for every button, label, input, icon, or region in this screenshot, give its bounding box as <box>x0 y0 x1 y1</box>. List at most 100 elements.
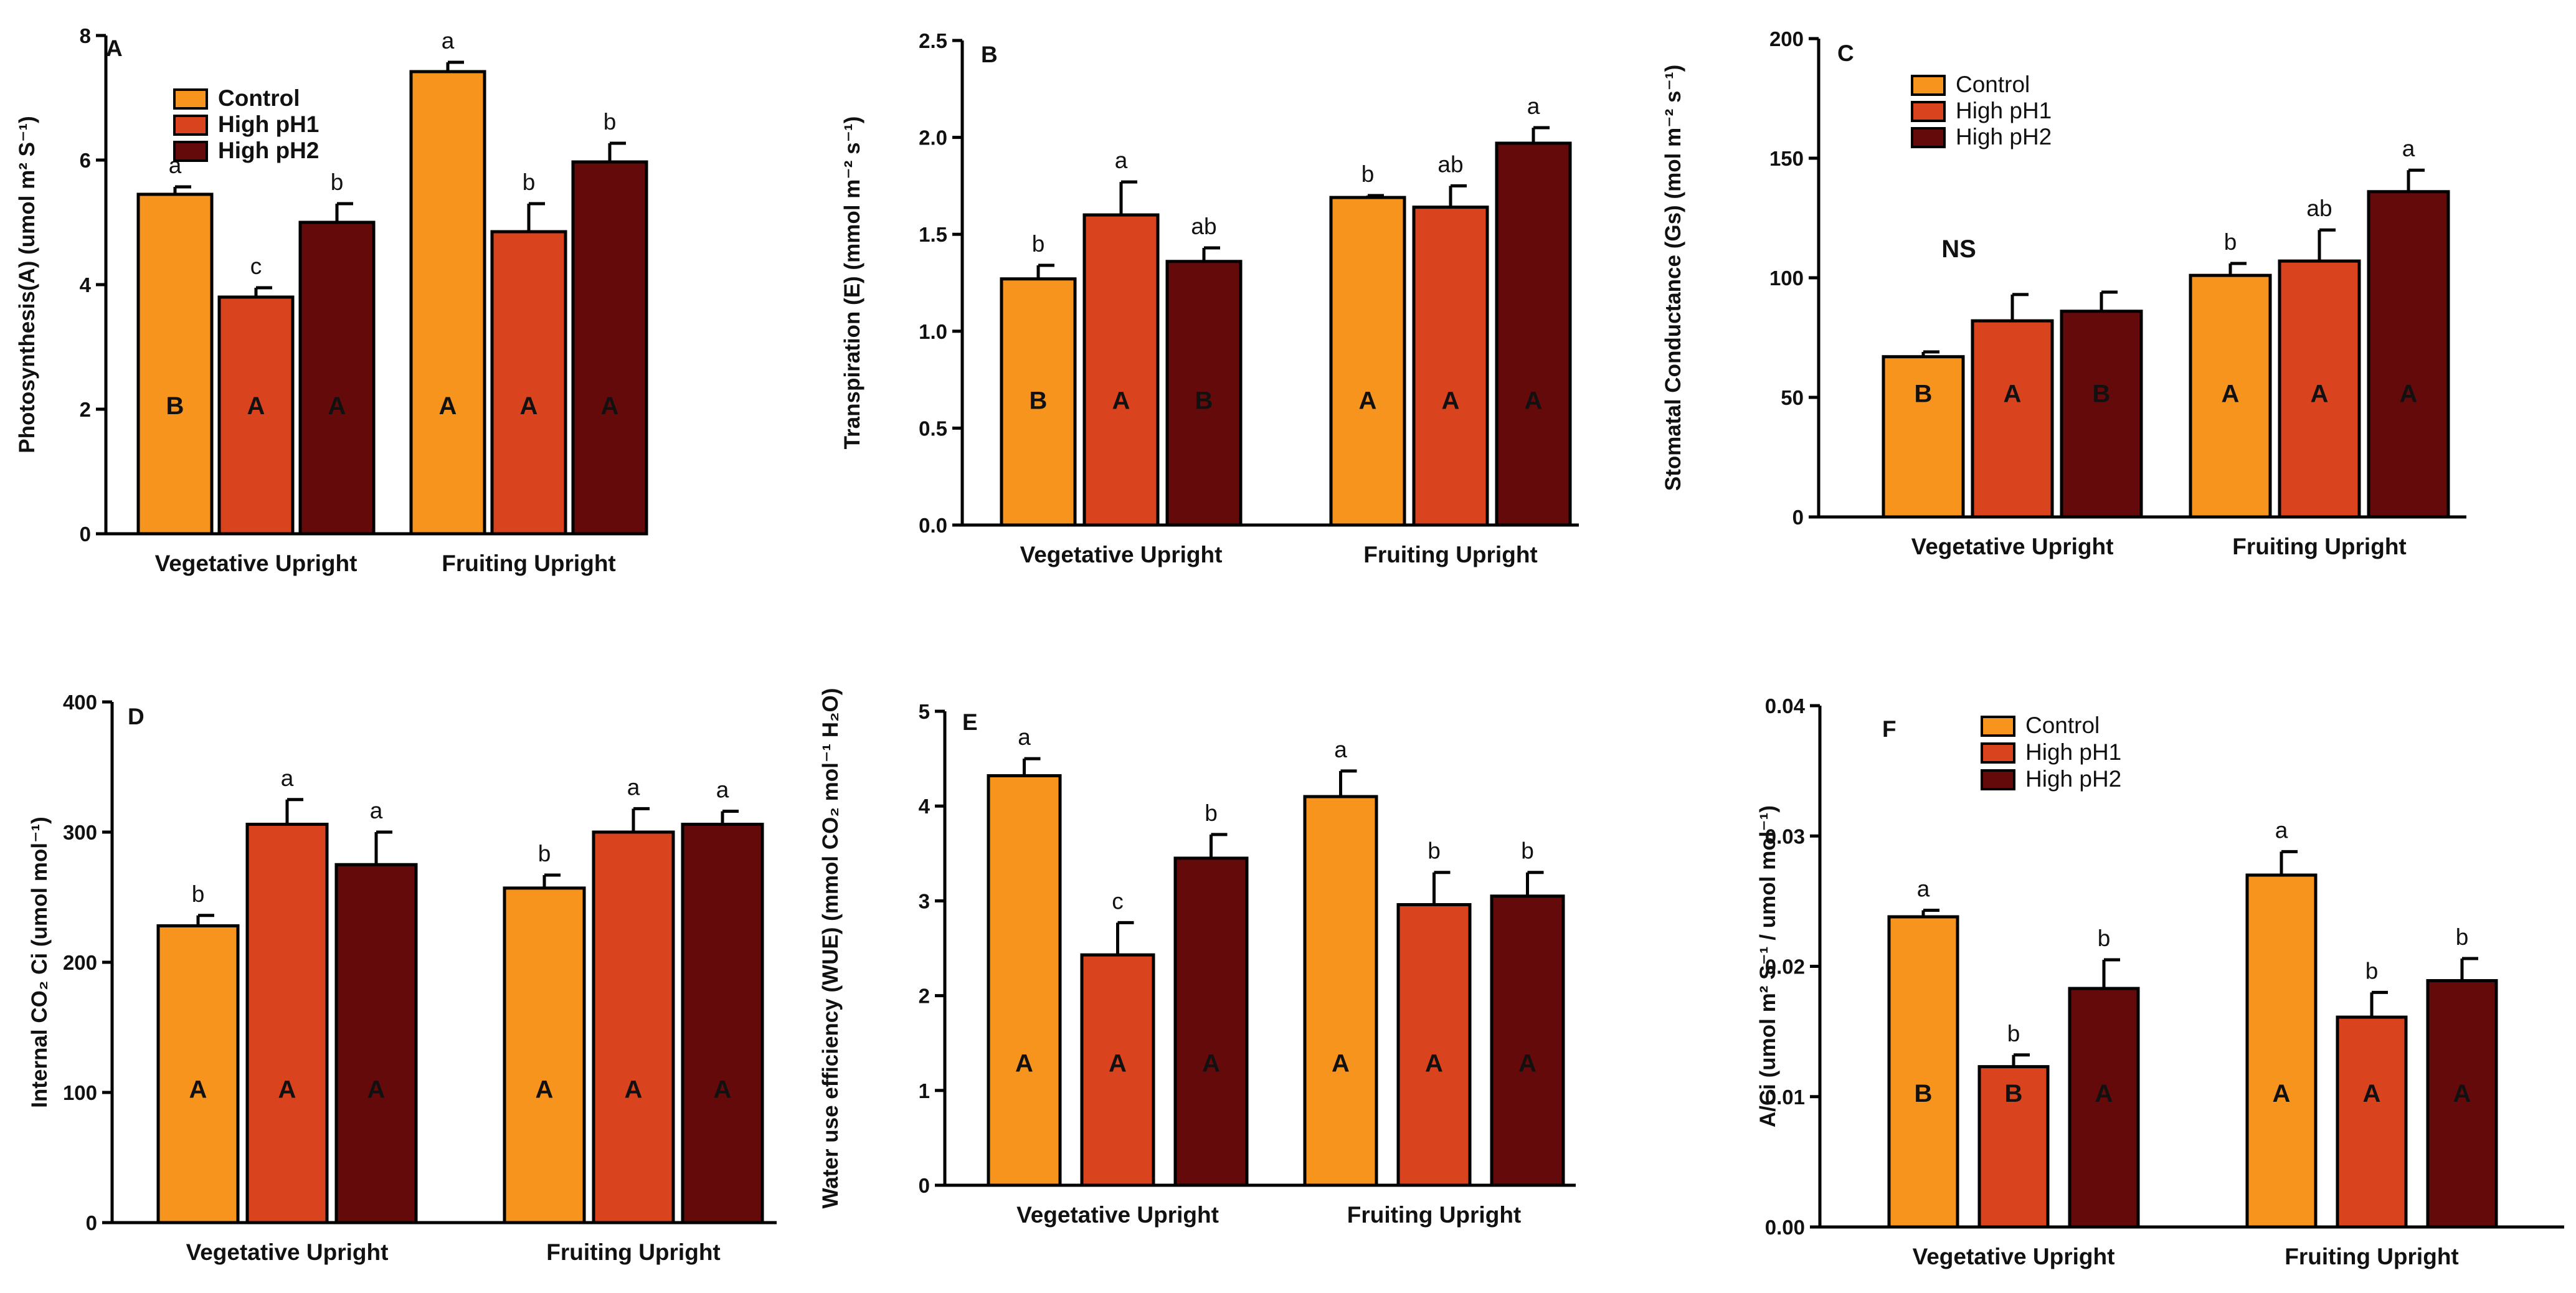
bar-high-ph2 <box>571 160 648 536</box>
y-tick-label: 200 <box>1769 27 1804 50</box>
category-label: Fruiting Upright <box>1347 1202 1522 1228</box>
bar-high-ph1 <box>592 830 675 1224</box>
significance-letter: a <box>2275 817 2288 843</box>
legend-label: Control <box>1956 72 2030 97</box>
y-tick-label: 0.01 <box>1765 1086 1805 1109</box>
bar-control <box>2189 273 2272 519</box>
legend-label: High pH1 <box>2025 739 2121 765</box>
category-label: Fruiting Upright <box>442 551 616 576</box>
significance-letter: b <box>2007 1021 2020 1046</box>
group-letter: B <box>1915 1080 1933 1107</box>
bar-control <box>1303 795 1378 1187</box>
significance-letter: a <box>627 774 640 800</box>
group-letter: A <box>1525 387 1543 414</box>
significance-letter: a <box>370 798 383 823</box>
group-letter: A <box>2311 381 2329 408</box>
y-tick-label: 0.0 <box>919 514 947 537</box>
panel-b: 0.0 0.5 1.0 1.5 2.0 2.5 B Transpiration (E) (mm… <box>840 29 1579 567</box>
bar-high-ph2 <box>2060 310 2143 519</box>
y-tick-label: 400 <box>63 691 97 714</box>
bar-high-ph1 <box>1977 1065 2050 1229</box>
significance-letter: b <box>2098 926 2111 951</box>
category-label: Fruiting Upright <box>546 1239 721 1265</box>
y-tick-label: 1 <box>919 1079 930 1102</box>
y-tick-label: 0.00 <box>1765 1216 1805 1239</box>
group-letter: A <box>278 1076 296 1103</box>
bar-control <box>1887 915 1959 1229</box>
y-tick-label: 150 <box>1769 147 1804 170</box>
group-letter: B <box>1915 381 1933 408</box>
bar-high-ph1 <box>2336 1015 2408 1229</box>
significance-letter: b <box>1521 838 1534 864</box>
group-letter: B <box>1195 387 1213 414</box>
significance-letter: ab <box>2306 196 2332 221</box>
significance-letter: b <box>2365 958 2379 983</box>
group-letter: A <box>2453 1080 2471 1107</box>
y-tick-label: 2 <box>80 398 91 421</box>
bar-high-ph2 <box>681 822 764 1224</box>
significance-letter: b <box>2224 229 2237 255</box>
bar-high-ph1 <box>490 230 567 536</box>
group-letter: A <box>2273 1080 2291 1107</box>
group-letter: A <box>2004 381 2022 408</box>
bar-high-ph2 <box>334 863 418 1224</box>
group-letter: A <box>2400 381 2418 408</box>
y-tick-label: 100 <box>1769 267 1804 290</box>
y-tick-label: 0.03 <box>1765 825 1805 848</box>
significance-letter: b <box>1428 838 1441 864</box>
category-label: Vegetative Upright <box>155 551 358 576</box>
bar-high-ph2 <box>1495 141 1572 527</box>
significance-letter: b <box>1205 800 1218 826</box>
group-letter: B <box>2005 1080 2023 1107</box>
y-tick-label: 1.5 <box>919 223 947 246</box>
bar-control <box>2245 873 2318 1229</box>
legend-label: High pH2 <box>2025 766 2121 792</box>
bar-high-ph1 <box>2278 259 2361 519</box>
significance-letter: b <box>604 109 617 135</box>
bar-control <box>503 886 586 1224</box>
bar-high-ph1 <box>1082 213 1160 527</box>
legend-label: High pH1 <box>218 111 319 137</box>
bar-high-ph2 <box>2367 190 2450 519</box>
y-tick-label: 3 <box>919 889 930 912</box>
bar-high-ph1 <box>1971 319 2054 519</box>
group-letter: A <box>439 392 457 420</box>
group-letter: A <box>1109 1049 1127 1077</box>
group-letter: B <box>1030 387 1048 414</box>
significance-letter: b <box>2456 924 2469 950</box>
y-axis-label: Water use efficiency (WUE) (mmol CO₂ mol… <box>818 688 843 1209</box>
group-letter: A <box>247 392 265 420</box>
y-tick-label: 0.02 <box>1765 955 1805 978</box>
group-letter: A <box>1015 1049 1033 1077</box>
y-tick-label: 0 <box>80 523 91 546</box>
group-letter: A <box>714 1076 732 1103</box>
significance-letter: b <box>1361 161 1375 187</box>
panel-letter: A <box>106 36 123 61</box>
group-letter: A <box>625 1076 643 1103</box>
significance-letter: a <box>1334 737 1347 762</box>
bar-control <box>1882 355 1965 519</box>
group-letter: A <box>1442 387 1460 414</box>
group-letter: B <box>2093 381 2111 408</box>
legend-label: Control <box>218 85 300 111</box>
y-axis-label: Stomatal Conductance (Gs) (mol m⁻² s⁻¹) <box>1661 65 1685 491</box>
bar-control <box>1329 196 1406 527</box>
y-axis-label: Internal CO₂ Ci (umol mol⁻¹) <box>27 817 52 1108</box>
bar-control <box>136 192 214 536</box>
y-tick-label: 0 <box>1792 506 1804 529</box>
significance-letter: ab <box>1437 151 1463 177</box>
y-tick-label: 2.5 <box>919 29 947 52</box>
group-letter: A <box>367 1076 386 1103</box>
y-tick-label: 2 <box>919 985 930 1008</box>
panel-letter: B <box>981 42 998 67</box>
y-tick-label: 200 <box>63 951 97 974</box>
category-label: Vegetative Upright <box>1913 1244 2115 1269</box>
group-letter: A <box>328 392 346 420</box>
panel-e: 0 1 2 3 4 5 E Water use efficiency (WUE) (mmol … <box>818 688 1576 1228</box>
legend-label: High pH2 <box>218 138 319 163</box>
y-tick-label: 8 <box>80 24 91 47</box>
group-letter: A <box>601 392 619 420</box>
panel-letter: C <box>1837 40 1854 66</box>
